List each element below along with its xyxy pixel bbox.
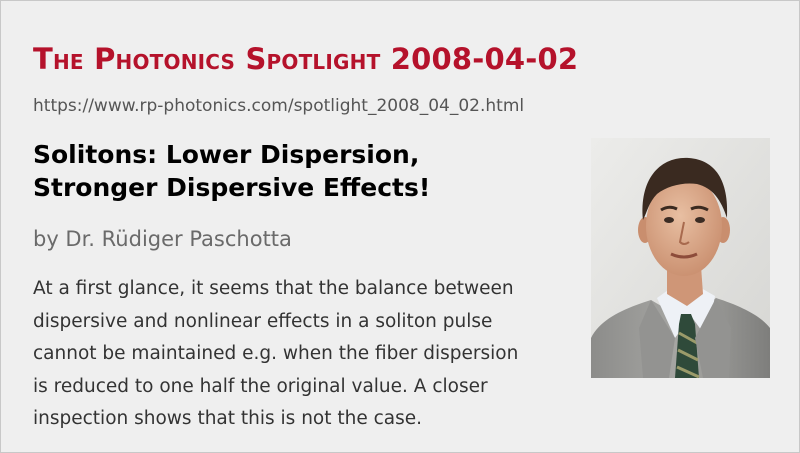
article-title[interactable]: Solitons: Lower Dispersion, Stronger Dis…	[33, 138, 573, 204]
page-url[interactable]: https://www.rp-photonics.com/spotlight_2…	[33, 96, 525, 116]
series-title[interactable]: The Photonics Spotlight 2008-04-02	[33, 42, 579, 76]
author-photo	[591, 138, 770, 378]
photo-wrap-spacer	[525, 273, 763, 378]
article-title-line-2: Stronger Dispersive Effects!	[33, 173, 431, 202]
article-title-line-1: Solitons: Lower Dispersion,	[33, 140, 420, 169]
author-byline: by Dr. Rüdiger Paschotta	[33, 227, 292, 251]
abstract-text: At a first glance, it seems that the bal…	[33, 278, 519, 429]
author-portrait-image	[591, 138, 770, 378]
article-abstract: At a first glance, it seems that the bal…	[33, 273, 763, 436]
